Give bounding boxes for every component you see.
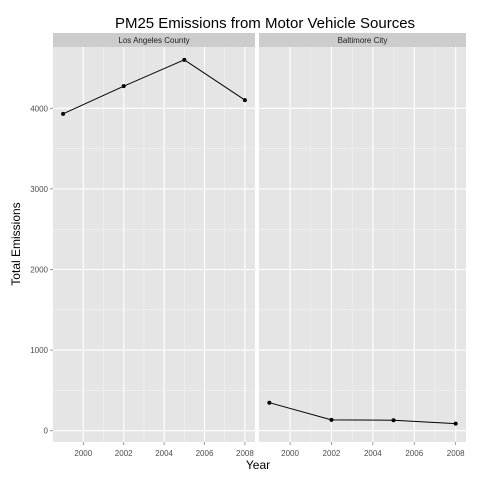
chart-title: PM25 Emissions from Motor Vehicle Source… [115, 15, 415, 32]
data-point [267, 400, 272, 405]
data-point [242, 98, 247, 103]
y-axis-title: Total Emissions [9, 202, 23, 285]
y-tick-label: 1000 [30, 346, 48, 355]
x-tick-label: 2004 [155, 449, 173, 458]
x-axis-title: Year [246, 458, 270, 472]
strip-background [53, 33, 255, 47]
x-tick-label: 2002 [115, 449, 133, 458]
strip-background [259, 33, 466, 47]
y-tick-label: 4000 [30, 104, 48, 113]
x-tick-label: 2000 [281, 449, 299, 458]
series-line [62, 59, 246, 115]
x-tick-label: 2002 [323, 449, 341, 458]
x-tick-label: 2006 [196, 449, 214, 458]
y-tick-label: 0 [44, 427, 49, 436]
y-tick-label: 2000 [30, 265, 48, 274]
y-tick-label: 3000 [30, 185, 48, 194]
x-tick-label: 2004 [364, 449, 382, 458]
panel-background [259, 47, 466, 442]
facet-panels: Los Angeles County 2000 2002 2004 2006 2008 0 1… [30, 33, 466, 458]
x-tick-label: 2008 [447, 449, 465, 458]
data-point [121, 84, 126, 89]
x-tick-label: 2000 [74, 449, 92, 458]
facet-panel-1: Los Angeles County 2000 2002 2004 2006 2008 0 1… [30, 33, 255, 458]
data-point [182, 57, 187, 62]
data-point [329, 417, 334, 422]
data-point [391, 418, 396, 423]
facet-panel-2: Baltimore City 2000 2002 2004 2006 2008 [259, 33, 466, 458]
data-point [61, 111, 66, 116]
data-point [453, 421, 458, 426]
panel-background [53, 47, 255, 442]
strip-label: Baltimore City [338, 36, 388, 45]
series-line [269, 402, 456, 425]
x-tick-label: 2008 [236, 449, 254, 458]
x-tick-label: 2006 [405, 449, 423, 458]
strip-label: Los Angeles County [118, 36, 189, 45]
